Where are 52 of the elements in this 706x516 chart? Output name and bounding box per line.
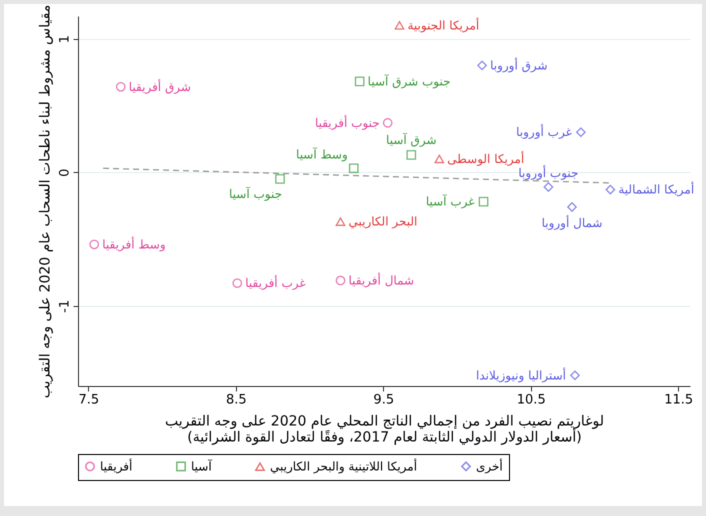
point [406,150,416,160]
annotation: أمريكا الجنوبية [407,17,480,32]
annotation: جنوب أوروبا [518,164,578,180]
point [434,154,444,164]
legend-label: أخرى [476,458,503,474]
annotation: جنوب شرق آسيا [368,73,450,88]
point [354,76,364,86]
annotation: غرب أفريقيا [245,275,306,290]
point [570,370,580,380]
annotation: شرق آسيا [386,132,437,147]
y-tick-label: 0 [58,168,72,177]
annotation: جنوب آسيا [229,186,282,201]
legend-label: آسيا [191,458,212,474]
annotation: البحر الكاريبي [348,214,418,229]
point [567,202,577,212]
annotation: وسط آسيا [296,146,348,162]
point [606,184,616,194]
annotation: شرق أفريقيا [128,78,191,94]
x-tick-label: 10.5 [516,392,546,408]
x-tick-label: 11.5 [664,392,694,408]
annotation: أمريكا الوسطى [447,150,524,166]
annotation: شمال أوروبا [542,215,602,230]
x-tick-label: 9.5 [373,392,394,408]
point [116,82,126,92]
legend-label: أمريكا اللاتينية والبحر الكاريبي [270,458,418,474]
point [232,278,242,288]
point [336,217,346,226]
point [275,174,285,184]
point [348,163,359,174]
annotation: شمال أفريقيا [348,272,414,288]
y-tick-label: 1 [58,35,72,44]
y-axis-title: مقياس مشروط لبناء ناطحات السحاب عام 2020 على وجه التقريب [38,4,54,398]
point [394,21,404,30]
x-axis-title: لوغاريتم نصيب الفرد من إجمالي الناتج المحلي عام 2020 على وجه التقريب (أسعار الدولار الدولي الثابتة لعام 2017، وفقًا لتعادل القوة الشرائية) [165,414,604,446]
point [544,182,554,192]
legend-label: أفريقيا [100,458,132,474]
annotation: غرب آسيا [426,194,475,209]
annotation: شرق أوروبا [490,57,548,72]
x-tick-label: 8.5 [226,392,247,408]
y-tick-label: -1 [58,300,72,313]
annotation: غرب أوروبا [516,124,572,140]
point [382,118,393,128]
point [89,240,100,250]
point [576,127,586,138]
x-tick-label: 7.5 [78,392,100,408]
annotation: أمريكا الشمالية [618,182,694,197]
annotation: أستراليا ونيوزيلاندا [476,367,566,382]
annotation: جنوب أفريقيا [314,114,380,130]
annotation: وسط أفريقيا [102,236,166,252]
point [478,196,488,206]
point [336,276,346,286]
point [477,60,487,70]
